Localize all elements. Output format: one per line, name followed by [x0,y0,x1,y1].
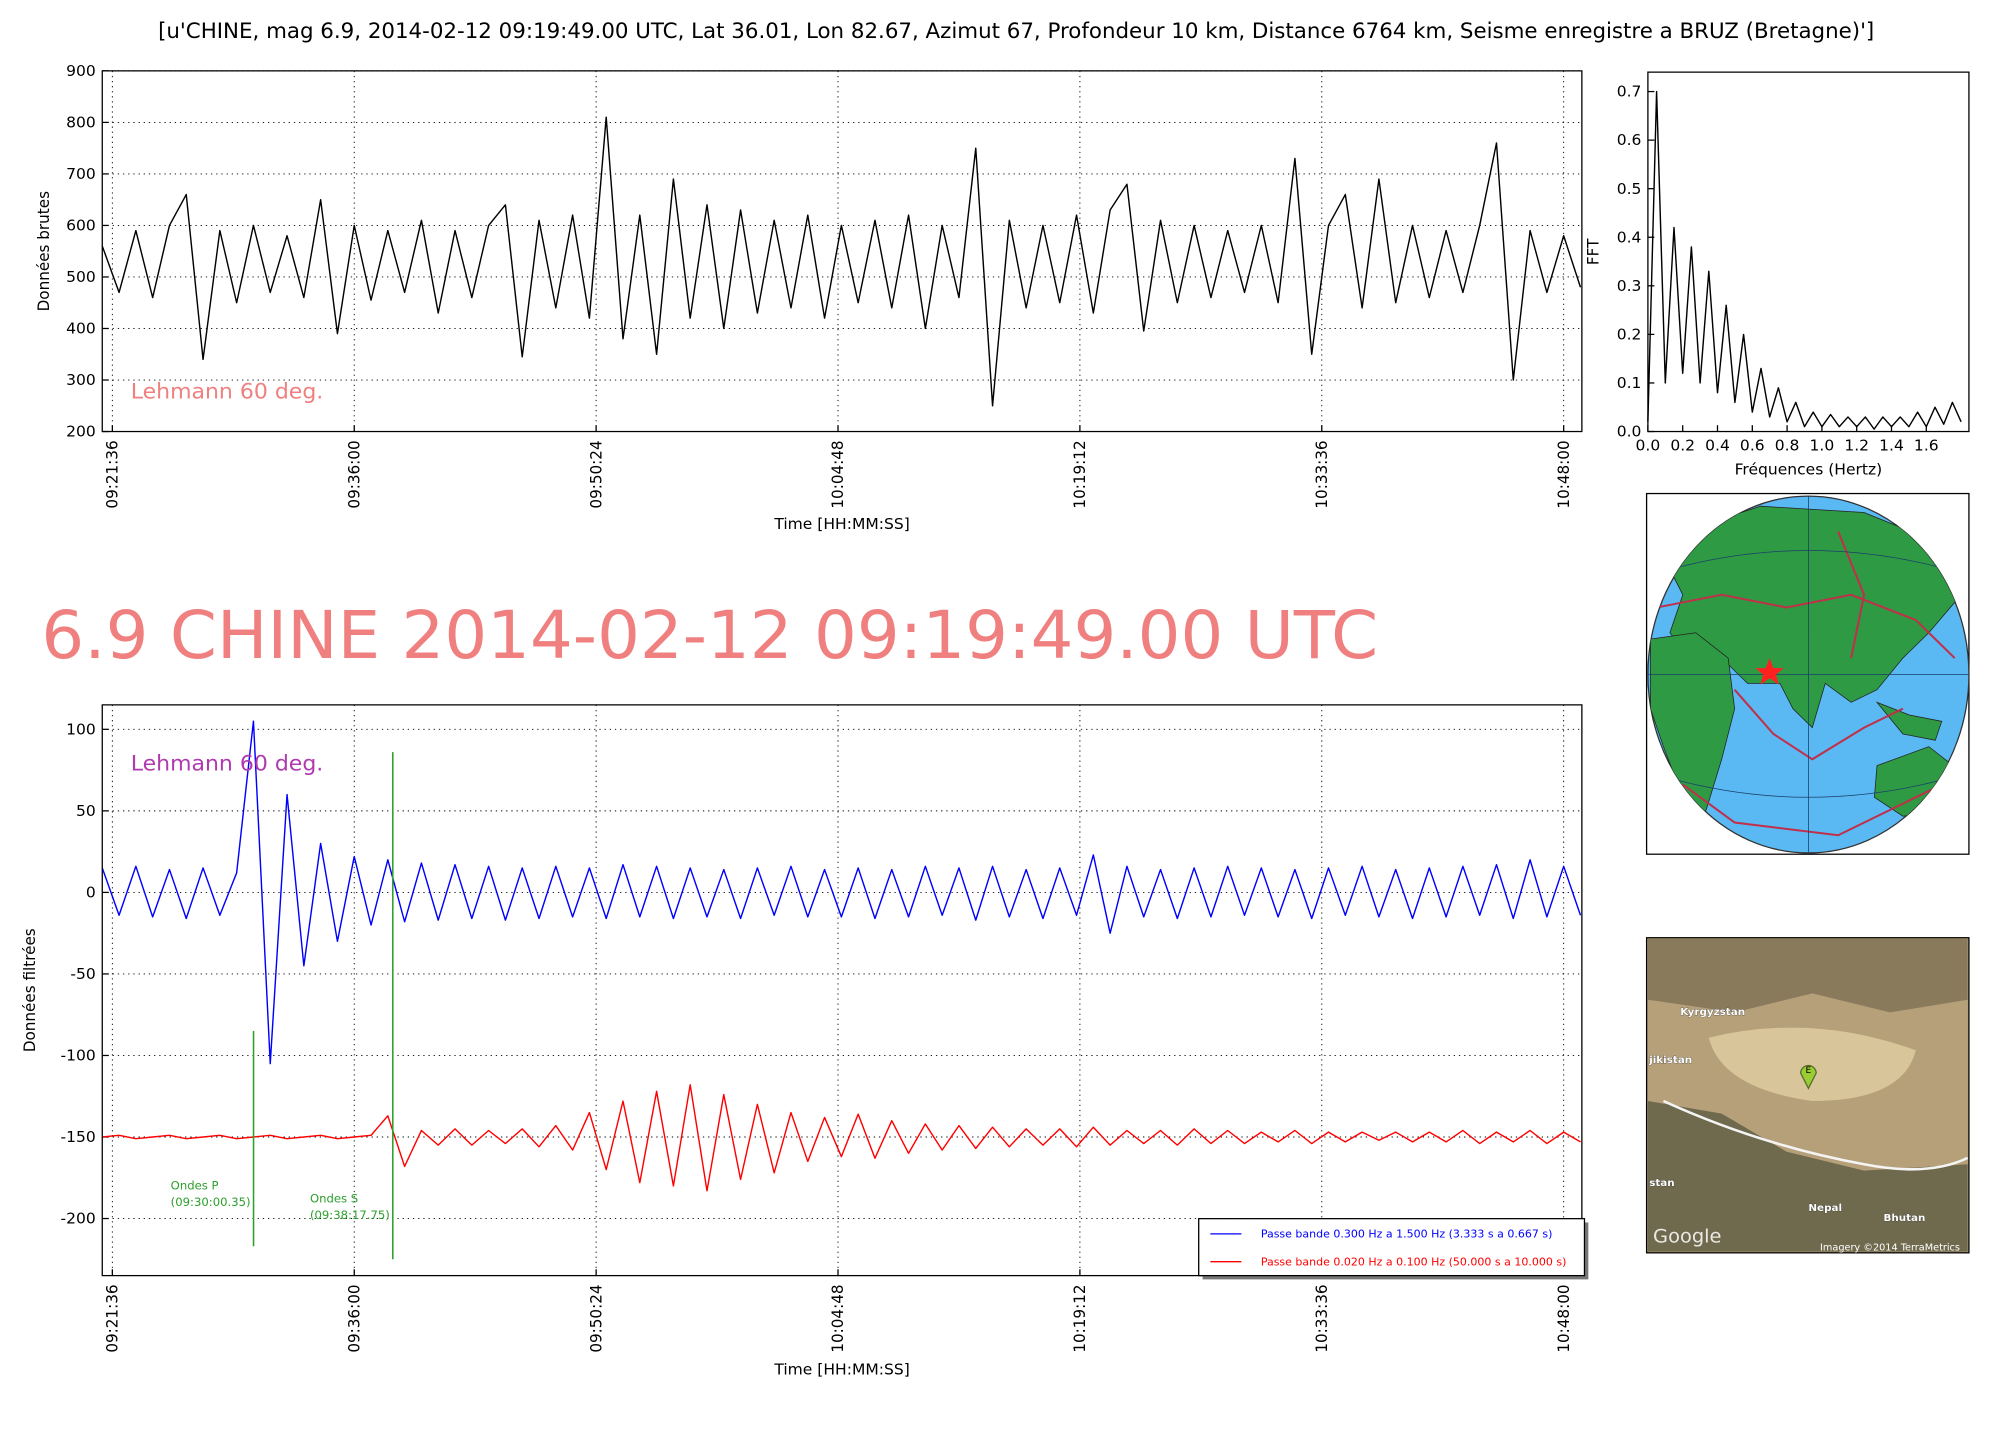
snow [1662,1099,1969,1171]
y-tick-label: 600 [66,217,96,235]
chart: 0.0 0.1 0.2 0.3 0.4 0.5 0.6 0.7 0.0 0.2 0.4 0.6 0.8 1… [1585,71,1970,479]
globe-land [1647,496,1969,853]
x-axis-label: Fréquences (Hertz) [1735,461,1883,479]
marker-label: E [1806,1066,1812,1076]
plot-area [102,704,1582,1276]
globe-map [1645,492,1970,855]
plot-area [102,70,1582,432]
x-tick-label: 1.6 [1914,437,1939,455]
annotation: Lehmann 60 deg. [131,380,324,405]
phase-time: (09:30:00.35) [171,1195,251,1209]
legend [1198,1218,1586,1277]
y-tick-label: 0.5 [1617,180,1642,198]
desert [1708,1027,1916,1101]
x-tick-label: 1.2 [1844,437,1869,455]
x-tick-label: 10:33:36 [1313,440,1331,508]
x-tick-label: 0.8 [1775,437,1800,455]
series-line [101,116,1582,407]
map-imagery: Imagery ©2014 TerraMetrics [1820,1242,1960,1253]
y-tick-label: 50 [76,802,96,820]
x-tick-label: 09:36:00 [345,1284,363,1352]
headline: 6.9 CHINE 2014-02-12 09:19:49.00 UTC [41,597,1378,674]
plot-area [1647,72,1969,432]
series-line [102,1084,1581,1192]
map-label: stan [1649,1177,1674,1189]
y-tick-label: -150 [61,1128,96,1146]
x-tick-label: 10:48:00 [1555,440,1573,508]
y-tick-label: 700 [66,165,96,183]
figure-title: [u'CHINE, mag 6.9, 2014-02-12 09:19:49.0… [158,18,1874,43]
map-attribution: Google [1653,1225,1721,1248]
y-tick-label: 900 [66,62,96,80]
y-tick-label: 500 [66,268,96,286]
y-axis-label: Données brutes [35,191,53,311]
y-tick-label: 200 [66,423,96,441]
phase-label: Ondes S [310,1191,358,1205]
phase-time: (09:38:17.75) [310,1208,390,1222]
satellite-map: E Kyrgyzstan jikistan stan Nepal Bhutan … [1645,937,1970,1254]
x-tick-label: 1.0 [1810,437,1835,455]
y-tick-label: 800 [66,114,96,132]
x-tick-label: 10:04:48 [829,440,847,508]
chart: 200 300 400 500 600 700 800 900 09:21:36 09:36:00… [35,62,1583,533]
annotation: Lehmann 60 deg. [131,752,324,777]
plot-frame [1647,71,1970,433]
map-label: Bhutan [1883,1212,1925,1224]
map-label: Nepal [1808,1202,1842,1214]
y-tick-label: -100 [61,1047,96,1065]
phase-label: Ondes P [171,1178,219,1192]
y-tick-label: -50 [70,965,95,983]
x-axis-label: Time [HH:MM:SS] [773,515,909,533]
plot-frame [101,704,1583,1277]
map-label: jikistan [1648,1054,1692,1066]
terrain [1647,938,1968,1013]
x-tick-label: 10:19:12 [1071,440,1089,508]
x-tick-label: 1.4 [1879,437,1904,455]
plot-frame [101,70,1583,433]
chart: -200 -150 -100 -50 0 50 100 09:21:36 09:36:00 09:… [21,704,1589,1378]
y-tick-label: 0.7 [1617,83,1642,101]
y-tick-label: 100 [66,721,96,739]
x-tick-label: 0.2 [1670,437,1695,455]
x-tick-label: 0.6 [1740,437,1765,455]
legend-label: Passe bande 0.020 Hz a 0.100 Hz (50.000 … [1261,1256,1567,1269]
series-line [101,720,1582,1065]
x-axis-label: Time [HH:MM:SS] [773,1360,909,1378]
y-tick-label: 300 [66,371,96,389]
x-tick-label: 09:21:36 [103,1284,121,1352]
y-axis-label: Données filtrées [21,928,39,1052]
y-tick-label: 0.3 [1617,277,1642,295]
series-line [1647,90,1962,430]
epicenter-star [1755,658,1784,685]
map-marker [1799,1064,1817,1090]
y-tick-label: 0.0 [1617,423,1642,441]
y-axis-label: FFT [1585,238,1603,265]
x-tick-label: 09:36:00 [345,440,363,508]
x-tick-label: 09:21:36 [103,440,121,508]
map-label: Kyrgyzstan [1680,1006,1745,1018]
x-tick-label: 09:50:24 [587,1284,605,1352]
x-tick-label: 10:19:12 [1071,1284,1089,1352]
y-tick-label: 0.1 [1617,374,1642,392]
x-tick-label: 09:50:24 [587,440,605,508]
terrain [1647,1100,1968,1252]
x-tick-label: 0.4 [1705,437,1730,455]
y-tick-label: 0 [86,884,96,902]
y-tick-label: 0.6 [1617,131,1642,149]
legend-label: Passe bande 0.300 Hz a 1.500 Hz (3.333 s… [1261,1228,1553,1241]
y-tick-label: 0.2 [1617,326,1642,344]
x-tick-label: 0.0 [1636,437,1661,455]
x-tick-label: 10:48:00 [1555,1284,1573,1352]
y-tick-label: -200 [61,1210,96,1228]
y-tick-label: 0.4 [1617,228,1642,246]
x-tick-label: 10:33:36 [1313,1284,1331,1352]
x-tick-label: 10:04:48 [829,1284,847,1352]
y-tick-label: 400 [66,320,96,338]
